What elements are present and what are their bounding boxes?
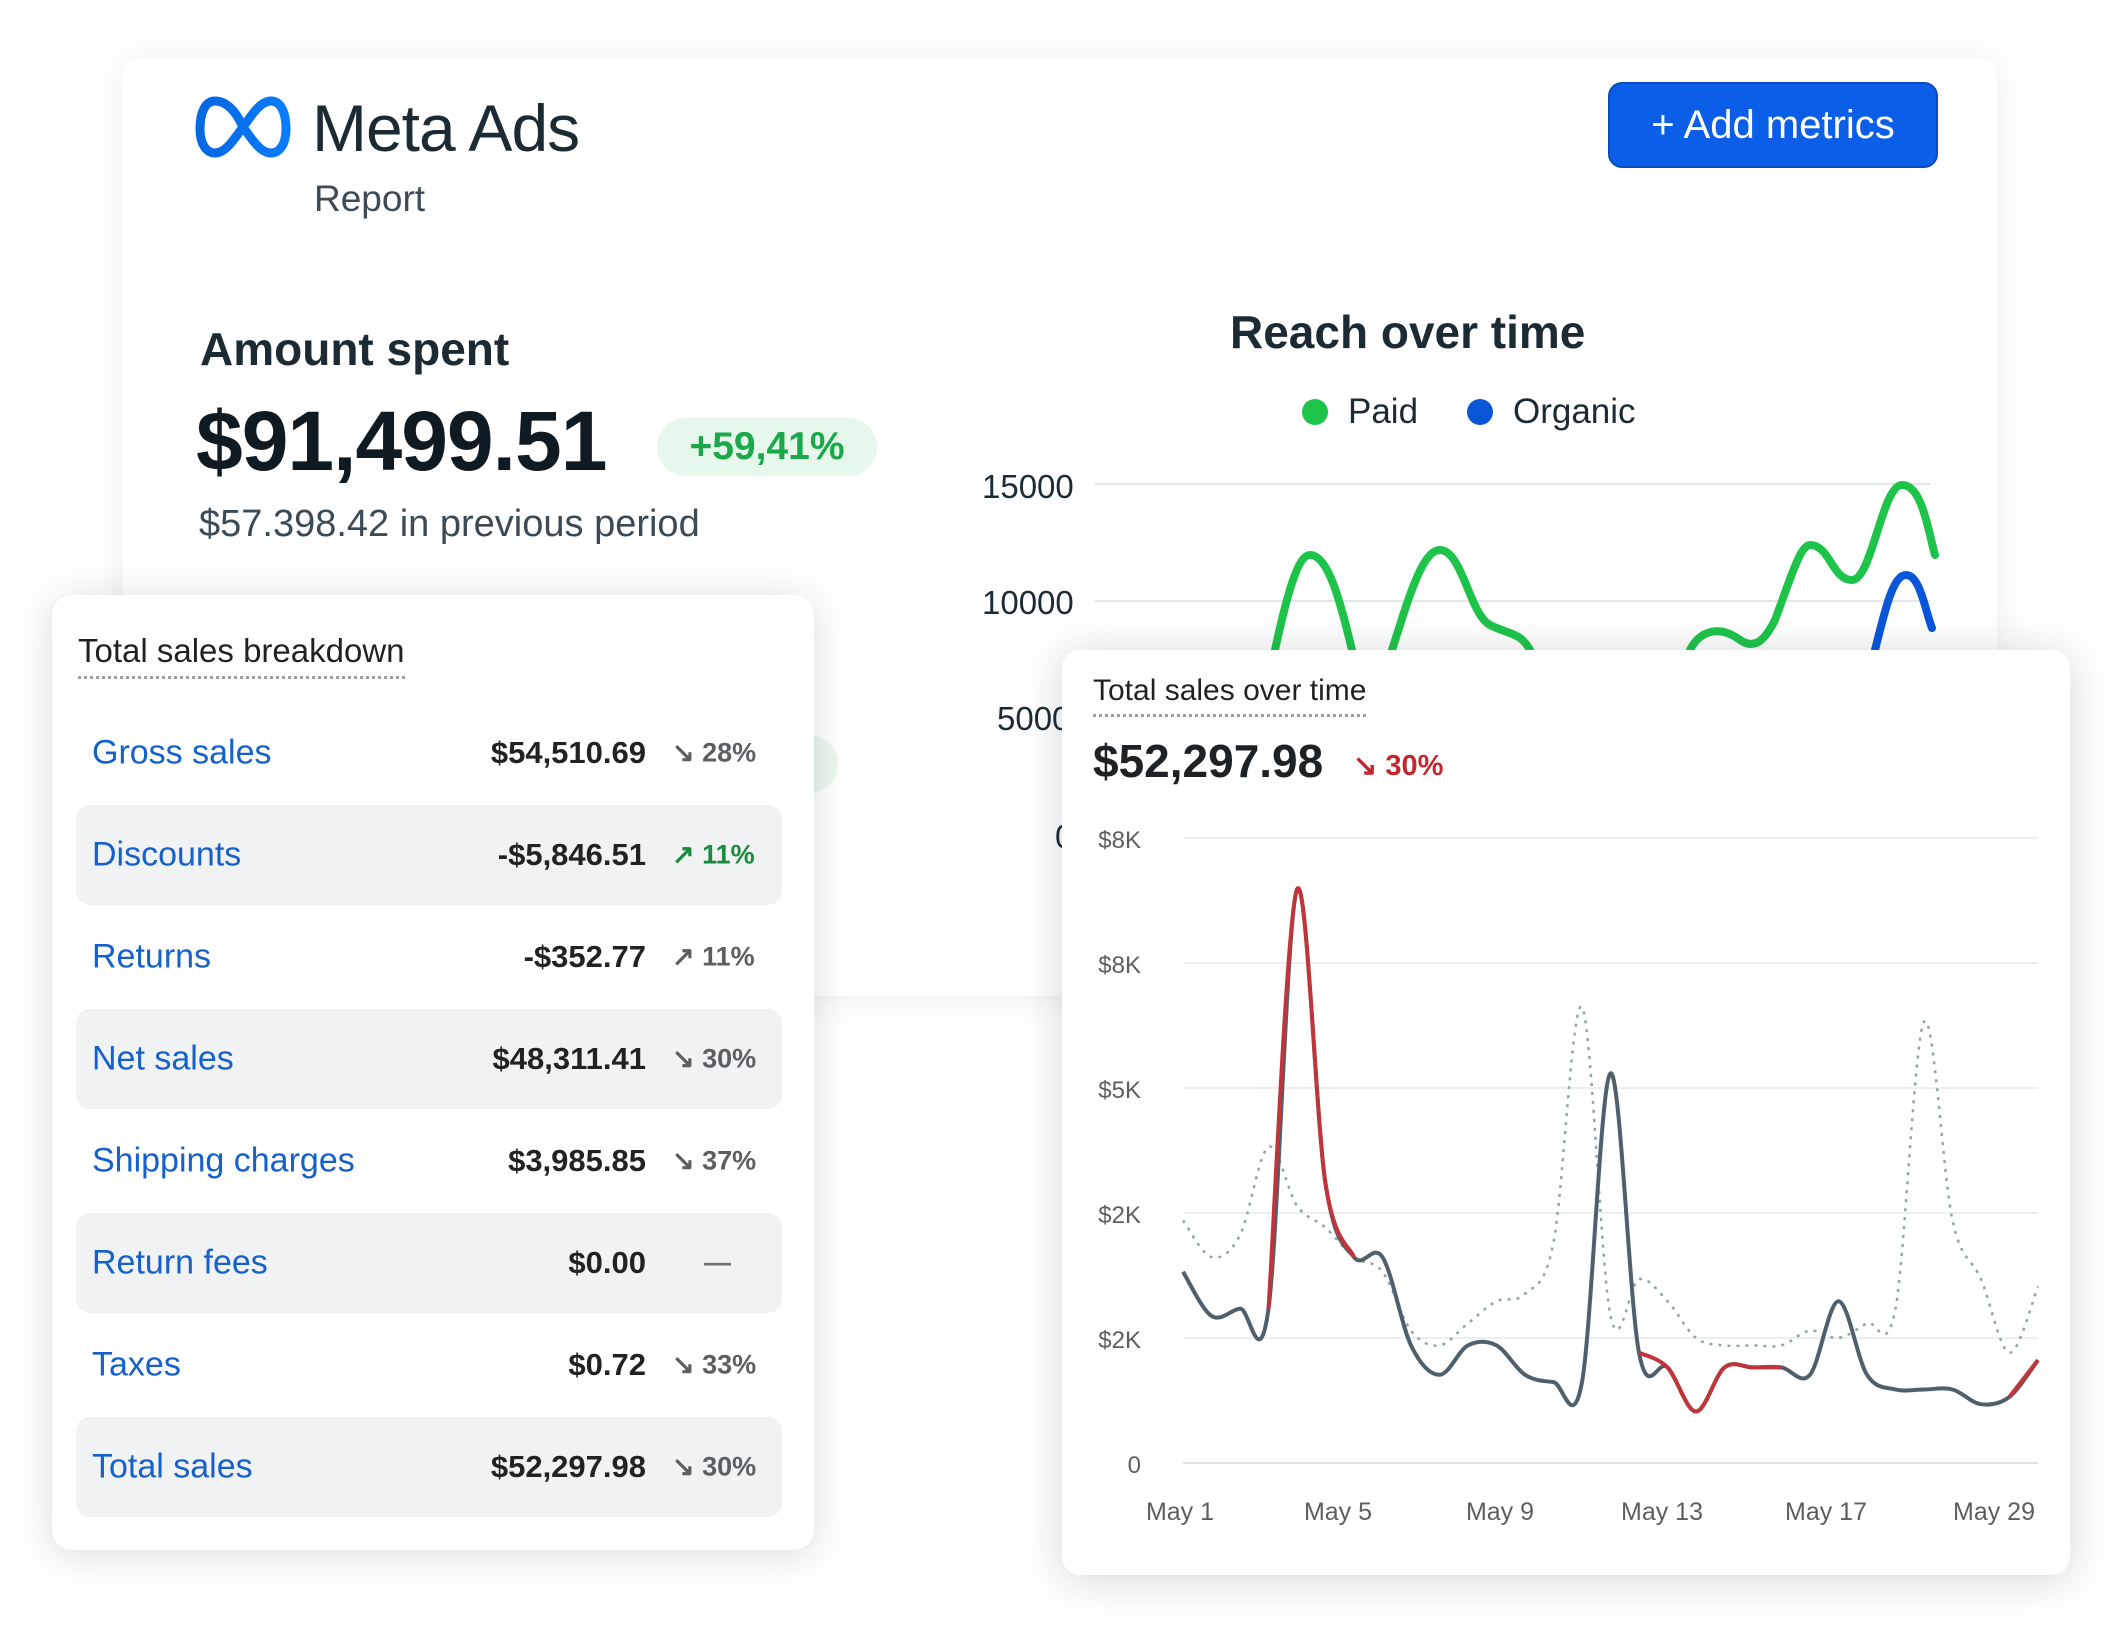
- row-value: $54,510.69: [490, 735, 646, 770]
- amount-spent-value: $91,499.51: [196, 394, 607, 488]
- organic-dot-icon: [1467, 399, 1493, 425]
- brand-subtitle: Report: [314, 178, 426, 219]
- sales-over-time-title[interactable]: Total sales over time: [1093, 674, 1367, 717]
- sales-ytick-label: 0: [1128, 1452, 1141, 1479]
- row-value: -$352.77: [523, 939, 646, 974]
- row-value: $3,985.85: [508, 1143, 646, 1178]
- row-label[interactable]: Shipping charges: [92, 1141, 355, 1180]
- breakdown-row-taxes[interactable]: Taxes $0.72 ↘ 33%: [76, 1315, 782, 1415]
- row-label[interactable]: Return fees: [92, 1243, 268, 1282]
- reach-ytick-15000: 15000: [982, 468, 1074, 505]
- breakdown-row-discounts[interactable]: Discounts -$5,846.51 ↗ 11%: [76, 805, 782, 905]
- paid-series-line: [1271, 480, 1939, 654]
- legend-paid-label: Paid: [1348, 392, 1419, 431]
- row-label[interactable]: Taxes: [92, 1345, 181, 1384]
- sales-over-time-value: $52,297.98: [1093, 735, 1324, 787]
- previous-period-text: $57.398.42 in previous period: [199, 503, 700, 545]
- row-value: $0.00: [568, 1245, 646, 1280]
- row-change: ↗ 11%: [672, 839, 755, 870]
- highlight-segment: [2007, 1358, 2040, 1399]
- row-value: -$5,846.51: [497, 837, 646, 872]
- breakdown-row-gross-sales[interactable]: Gross sales $54,510.69 ↘ 28%: [76, 703, 782, 803]
- sales-ytick-label: $2K: [1098, 1327, 1141, 1354]
- row-value: $52,297.98: [490, 1449, 646, 1484]
- sales-xtick-label: May 29: [1953, 1498, 2035, 1526]
- reach-ytick-5000: 5000: [997, 700, 1070, 737]
- reach-chart-title: Reach over time: [1230, 306, 1586, 358]
- row-value: $0.72: [568, 1347, 646, 1382]
- row-label[interactable]: Gross sales: [92, 733, 272, 772]
- sales-xtick-label: May 13: [1621, 1498, 1703, 1526]
- row-label[interactable]: Total sales: [92, 1447, 253, 1486]
- row-value: $48,311.41: [492, 1041, 646, 1076]
- sales-xtick-label: May 1: [1146, 1498, 1214, 1526]
- row-change: ↘ 30%: [672, 1043, 757, 1074]
- sales-ytick-label: $2K: [1098, 1202, 1141, 1229]
- sales-ytick-label: $5K: [1098, 1077, 1141, 1104]
- legend-organic: Organic: [1467, 392, 1636, 432]
- legend-organic-label: Organic: [1513, 392, 1636, 431]
- breakdown-row-returns[interactable]: Returns -$352.77 ↗ 11%: [76, 907, 782, 1007]
- amount-spent-title: Amount spent: [200, 323, 510, 375]
- paid-dot-icon: [1302, 399, 1328, 425]
- row-change: ↗ 11%: [672, 941, 755, 972]
- sales-over-time-card: [1062, 650, 2070, 1575]
- brand-name: Meta Ads: [312, 91, 580, 165]
- sales-ytick-label: $8K: [1098, 827, 1141, 854]
- sales-over-time-change: ↘ 30%: [1353, 750, 1444, 782]
- add-metrics-button[interactable]: + Add metrics: [1608, 82, 1938, 168]
- organic-series-line: [1871, 570, 1936, 654]
- row-label[interactable]: Returns: [92, 937, 212, 976]
- sales-ytick-label: $8K: [1098, 952, 1141, 979]
- breakdown-row-shipping-charges[interactable]: Shipping charges $3,985.85 ↘ 37%: [76, 1111, 782, 1211]
- breakdown-row-return-fees[interactable]: Return fees $0.00 —: [76, 1213, 782, 1313]
- sales-xtick-label: May 5: [1304, 1498, 1372, 1526]
- meta-logo-icon: [195, 96, 291, 158]
- row-change: ↘ 30%: [672, 1451, 757, 1482]
- breakdown-row-net-sales[interactable]: Net sales $48,311.41 ↘ 30%: [76, 1009, 782, 1109]
- highlight-segment: [1638, 1350, 1782, 1414]
- row-change: ↘ 28%: [672, 737, 757, 768]
- previous-period-line: [1181, 1005, 2040, 1354]
- amount-change-badge: +59,41%: [657, 418, 877, 476]
- reach-ytick-10000: 10000: [982, 584, 1074, 621]
- sales-xtick-label: May 9: [1466, 1498, 1534, 1526]
- row-label[interactable]: Discounts: [92, 835, 242, 874]
- breakdown-row-total-sales[interactable]: Total sales $52,297.98 ↘ 30%: [76, 1417, 782, 1517]
- breakdown-title[interactable]: Total sales breakdown: [78, 632, 405, 679]
- row-label[interactable]: Net sales: [92, 1039, 234, 1078]
- row-change: —: [704, 1247, 731, 1278]
- highlight-segment: [1266, 886, 1356, 1309]
- legend-paid: Paid: [1302, 392, 1418, 432]
- row-change: ↘ 33%: [672, 1349, 757, 1380]
- sales-xtick-label: May 17: [1785, 1498, 1867, 1526]
- row-change: ↘ 37%: [672, 1145, 757, 1176]
- current-period-line: [1181, 886, 2040, 1414]
